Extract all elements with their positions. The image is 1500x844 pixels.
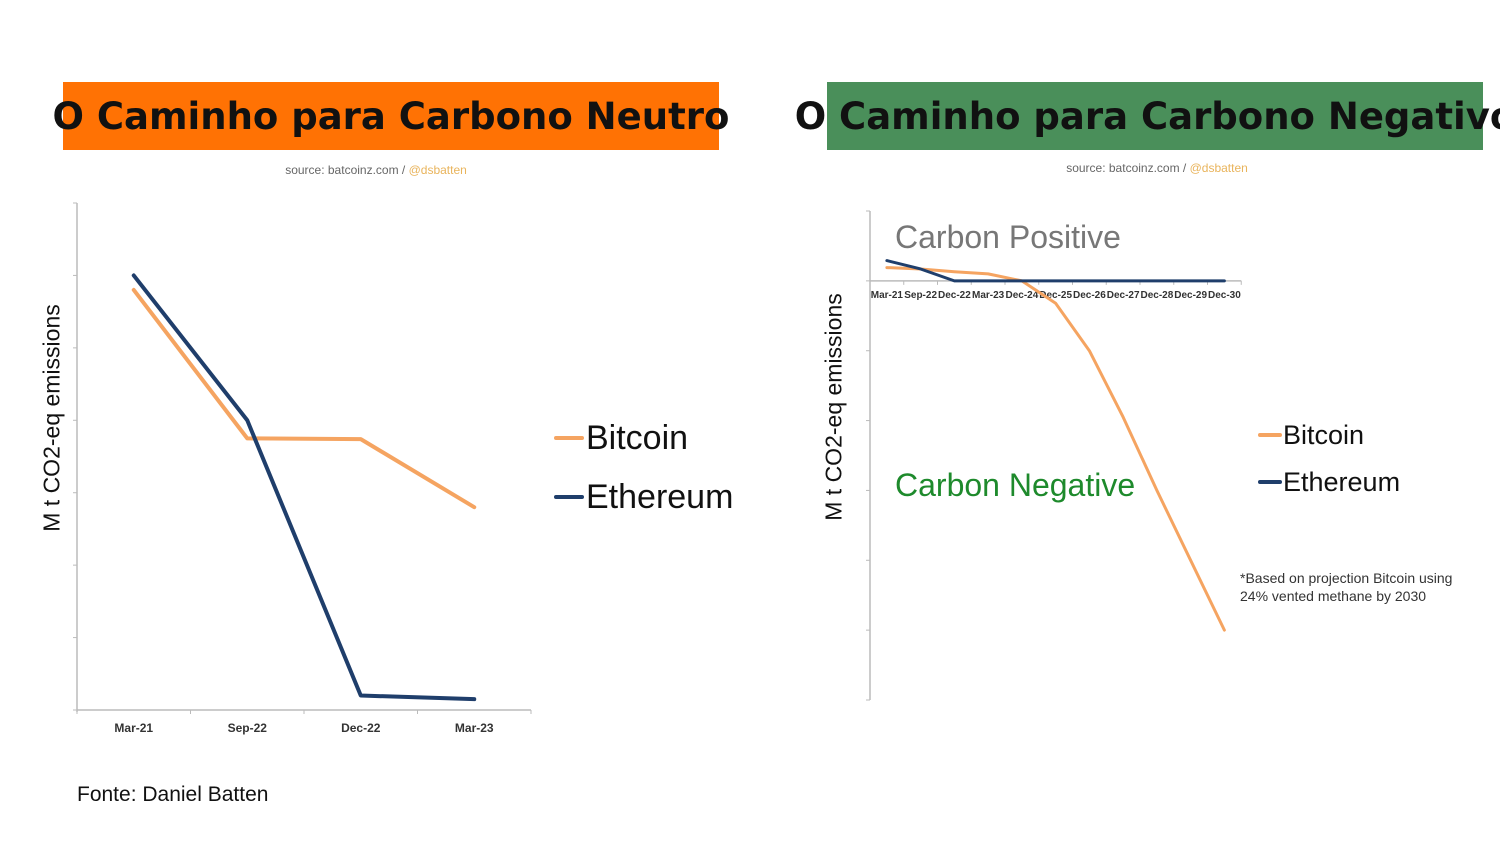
right-x-label-dec-25: Dec-25: [1039, 290, 1072, 301]
projection-footnote-line-1: *Based on projection Bitcoin using: [1240, 570, 1453, 586]
left-line-chart: Mar-21 Sep-22 Dec-22 Mar-23: [73, 202, 532, 735]
right-legend-swatch-ethereum: [1258, 480, 1282, 484]
left-legend-label-ethereum: Ethereum: [586, 477, 734, 516]
left-legend-label-bitcoin: Bitcoin: [586, 418, 689, 457]
right-x-label-sep-22: Sep-22: [904, 290, 937, 301]
right-legend-item-ethereum: Ethereum: [1258, 465, 1400, 499]
right-x-label-dec-27: Dec-27: [1107, 290, 1140, 301]
left-x-label-mar-21: Mar-21: [114, 721, 153, 735]
left-legend-item-bitcoin: Bitcoin: [554, 418, 733, 458]
left-series-ethereum-line: [131, 273, 477, 702]
left-x-label-mar-23: Mar-23: [455, 721, 494, 735]
right-legend-label-ethereum: Ethereum: [1283, 466, 1401, 497]
left-source-handle[interactable]: @dsbatten: [408, 163, 467, 177]
right-legend-swatch-bitcoin: [1258, 433, 1282, 437]
left-x-label-dec-22: Dec-22: [341, 721, 381, 735]
right-x-label-mar-21: Mar-21: [871, 290, 904, 301]
left-source-text: source: batcoinz.com /: [285, 163, 409, 177]
right-x-label-dec-30: Dec-30: [1208, 290, 1241, 301]
right-x-label-dec-28: Dec-28: [1140, 290, 1173, 301]
carbon-positive-annotation: Carbon Positive: [895, 219, 1121, 255]
right-legend-label-bitcoin: Bitcoin: [1283, 419, 1365, 450]
right-legend: Bitcoin Ethereum: [1258, 418, 1400, 512]
projection-footnote-line-2: 24% vented methane by 2030: [1240, 588, 1427, 604]
projection-footnote: *Based on projection Bitcoin using 24% v…: [1240, 569, 1452, 605]
right-x-label-dec-22: Dec-22: [938, 290, 971, 301]
right-x-label-dec-29: Dec-29: [1174, 290, 1207, 301]
left-panel-title: O Caminho para Carbono Neutro: [53, 82, 729, 150]
footer-source: Fonte: Daniel Batten: [77, 783, 269, 806]
right-legend-item-bitcoin: Bitcoin: [1258, 418, 1400, 452]
left-source-credit: source: batcoinz.com / @dsbatten: [285, 163, 467, 177]
right-source-handle[interactable]: @dsbatten: [1189, 161, 1248, 175]
left-legend-item-ethereum: Ethereum: [554, 477, 733, 517]
right-series-bitcoin-line: [885, 266, 1226, 632]
right-source-credit: source: batcoinz.com / @dsbatten: [1066, 161, 1248, 175]
left-x-label-sep-22: Sep-22: [228, 721, 268, 735]
left-legend-swatch-bitcoin: [554, 436, 584, 440]
right-series-ethereum-line: [885, 259, 1226, 283]
carbon-negative-annotation: Carbon Negative: [895, 467, 1136, 503]
right-source-text: source: batcoinz.com /: [1066, 161, 1190, 175]
right-x-label-mar-23: Mar-23: [972, 290, 1005, 301]
left-legend-swatch-ethereum: [554, 495, 584, 499]
left-legend: Bitcoin Ethereum: [554, 418, 733, 536]
left-series-bitcoin-line: [131, 287, 477, 510]
right-panel-title: O Caminho para Carbono Negativo: [795, 82, 1500, 150]
right-x-label-dec-24: Dec-24: [1005, 290, 1038, 301]
right-line-chart: Mar-21 Sep-22 Dec-22 Mar-23 Dec-24 Dec-25 Dec-…: [866, 210, 1242, 701]
right-x-label-dec-26: Dec-26: [1073, 290, 1106, 301]
